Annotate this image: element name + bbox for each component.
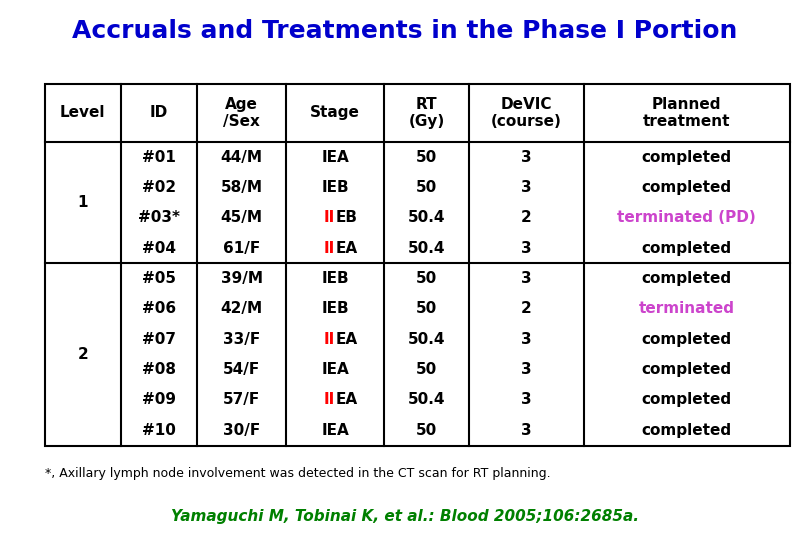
Text: #08: #08 — [142, 362, 176, 377]
Text: 61/F: 61/F — [223, 241, 260, 256]
Text: 3: 3 — [521, 180, 531, 195]
Text: completed: completed — [642, 180, 731, 195]
Text: 1: 1 — [78, 195, 88, 210]
Text: #01: #01 — [142, 150, 176, 165]
Text: 2: 2 — [521, 301, 532, 316]
Text: Planned
treatment: Planned treatment — [643, 97, 731, 129]
Text: IEB: IEB — [322, 180, 349, 195]
Text: 3: 3 — [521, 423, 531, 438]
Text: #10: #10 — [142, 423, 176, 438]
Text: 50: 50 — [416, 180, 437, 195]
Text: Accruals and Treatments in the Phase I Portion: Accruals and Treatments in the Phase I P… — [72, 19, 738, 43]
Text: II: II — [324, 241, 335, 256]
Text: Yamaguchi M, Tobinai K, et al.: Blood 2005;106:2685a.: Yamaguchi M, Tobinai K, et al.: Blood 20… — [171, 509, 639, 524]
Text: 50.4: 50.4 — [408, 393, 446, 408]
Text: Stage: Stage — [310, 105, 360, 120]
Text: 39/M: 39/M — [220, 271, 262, 286]
Text: II: II — [324, 211, 335, 225]
Text: 33/F: 33/F — [223, 332, 260, 347]
Text: #09: #09 — [142, 393, 176, 408]
Text: 30/F: 30/F — [223, 423, 260, 438]
Text: #07: #07 — [142, 332, 176, 347]
Text: 44/M: 44/M — [220, 150, 262, 165]
Text: 3: 3 — [521, 332, 531, 347]
Text: completed: completed — [642, 393, 731, 408]
Text: 42/M: 42/M — [220, 301, 262, 316]
Text: EA: EA — [335, 241, 357, 256]
Text: 57/F: 57/F — [223, 393, 260, 408]
Text: 50.4: 50.4 — [408, 241, 446, 256]
Text: *, Axillary lymph node involvement was detected in the CT scan for RT planning.: *, Axillary lymph node involvement was d… — [45, 467, 550, 480]
Text: IEB: IEB — [322, 301, 349, 316]
Text: #06: #06 — [142, 301, 176, 316]
Text: 50: 50 — [416, 150, 437, 165]
Text: 50: 50 — [416, 362, 437, 377]
Text: completed: completed — [642, 332, 731, 347]
Text: 3: 3 — [521, 271, 531, 286]
Text: 3: 3 — [521, 362, 531, 377]
Text: II: II — [324, 393, 335, 408]
Text: RT
(Gy): RT (Gy) — [408, 97, 445, 129]
Text: #04: #04 — [142, 241, 176, 256]
Text: 54/F: 54/F — [223, 362, 260, 377]
Text: completed: completed — [642, 150, 731, 165]
Text: Age
/Sex: Age /Sex — [224, 97, 260, 129]
Text: ID: ID — [150, 105, 168, 120]
Text: EB: EB — [335, 211, 357, 225]
Text: 2: 2 — [521, 211, 532, 225]
Text: completed: completed — [642, 362, 731, 377]
Text: #05: #05 — [142, 271, 176, 286]
Text: completed: completed — [642, 271, 731, 286]
Text: terminated (PD): terminated (PD) — [617, 211, 756, 225]
Text: IEA: IEA — [322, 362, 349, 377]
Text: Level: Level — [60, 105, 105, 120]
Text: DeVIC
(course): DeVIC (course) — [491, 97, 562, 129]
Text: EA: EA — [335, 332, 357, 347]
Text: 45/M: 45/M — [220, 211, 262, 225]
Text: IEA: IEA — [322, 150, 349, 165]
Text: 3: 3 — [521, 393, 531, 408]
Text: II: II — [324, 332, 335, 347]
Text: IEB: IEB — [322, 271, 349, 286]
Text: 58/M: 58/M — [220, 180, 262, 195]
Text: #03*: #03* — [138, 211, 180, 225]
Text: 3: 3 — [521, 150, 531, 165]
Text: 50: 50 — [416, 271, 437, 286]
Text: completed: completed — [642, 241, 731, 256]
Text: 3: 3 — [521, 241, 531, 256]
Bar — [45, 84, 790, 445]
Text: 50.4: 50.4 — [408, 332, 446, 347]
Text: 50: 50 — [416, 423, 437, 438]
Text: terminated: terminated — [638, 301, 735, 316]
Text: EA: EA — [335, 393, 357, 408]
Text: 50.4: 50.4 — [408, 211, 446, 225]
Text: #02: #02 — [142, 180, 176, 195]
Text: 50: 50 — [416, 301, 437, 316]
Text: 2: 2 — [77, 347, 88, 362]
Text: IEA: IEA — [322, 423, 349, 438]
Text: completed: completed — [642, 423, 731, 438]
